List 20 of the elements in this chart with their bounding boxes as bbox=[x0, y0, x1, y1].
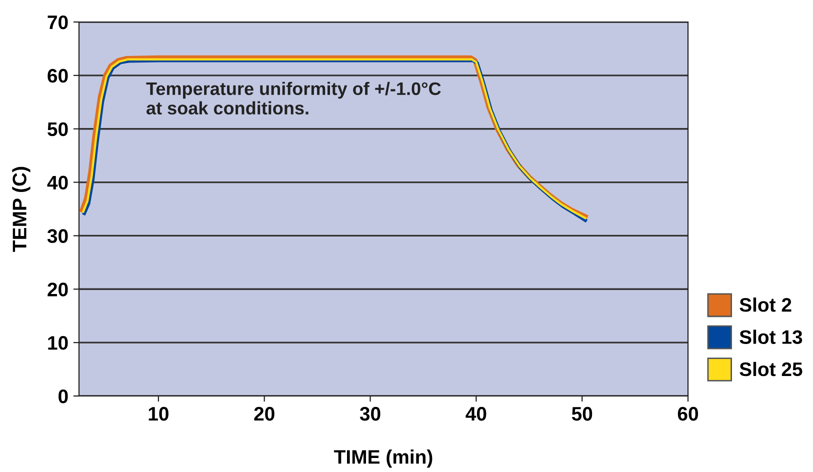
y-tick-label: 50 bbox=[48, 122, 68, 136]
y-tick-label: 70 bbox=[48, 15, 68, 30]
y-tick-label: 10 bbox=[48, 336, 68, 350]
legend-label: Slot 2 bbox=[740, 298, 792, 312]
y-axis-title: TEMP (C) bbox=[12, 166, 30, 252]
x-tick-label: 10 bbox=[148, 406, 168, 421]
x-tick-label: 30 bbox=[360, 406, 380, 421]
x-tick-label: 40 bbox=[466, 406, 486, 421]
x-tick-label: 60 bbox=[678, 406, 698, 421]
x-axis-title: TIME (min) bbox=[334, 450, 432, 468]
y-tick-label: 30 bbox=[47, 229, 68, 243]
y-tick-label: 20 bbox=[48, 282, 68, 296]
y-tick-label: 0 bbox=[58, 389, 68, 404]
y-tick-label: 40 bbox=[47, 176, 68, 190]
x-tick-label: 20 bbox=[254, 406, 274, 421]
y-tick-label: 60 bbox=[48, 68, 68, 83]
x-tick-label: 50 bbox=[572, 406, 592, 421]
legend-label: Slot 13 bbox=[740, 330, 802, 344]
legend-label: Slot 25 bbox=[740, 362, 802, 376]
annotation: Temperature uniformity of +/-1.0°C at soak conditions. bbox=[146, 82, 441, 115]
